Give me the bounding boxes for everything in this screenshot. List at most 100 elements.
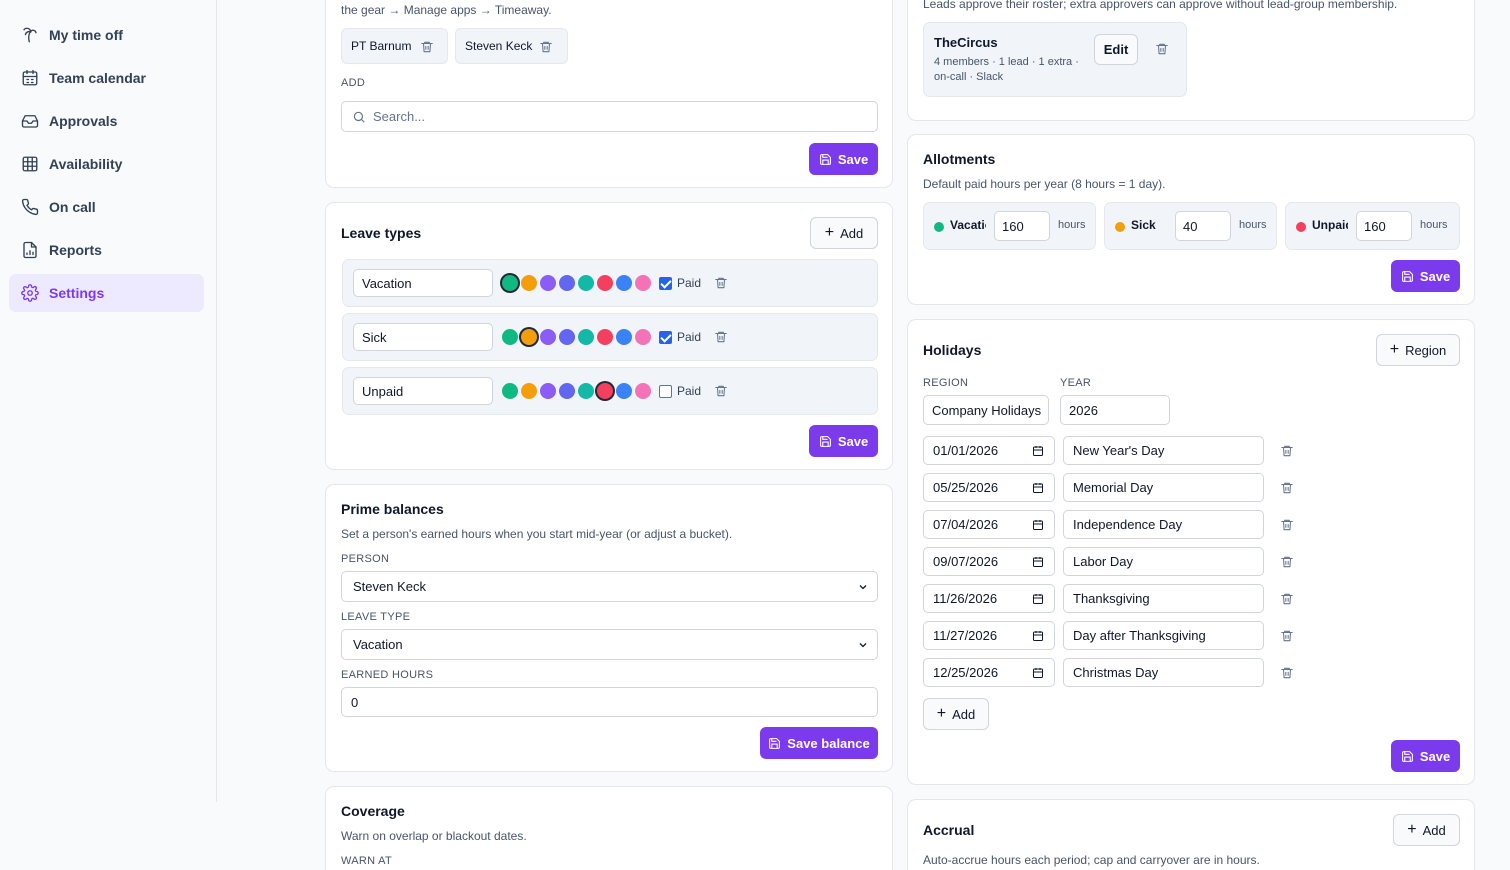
holiday-date-input[interactable]: 05/25/2026	[923, 473, 1055, 502]
trash-icon[interactable]	[1280, 629, 1294, 643]
leave-type-name-input[interactable]: Vacation	[353, 269, 493, 297]
color-swatch[interactable]	[540, 383, 556, 399]
groups-card: Leads approve their roster; extra approv…	[907, 0, 1475, 121]
search-placeholder: Search...	[373, 109, 426, 124]
color-swatch[interactable]	[616, 383, 632, 399]
color-swatch[interactable]	[521, 275, 537, 291]
color-swatch[interactable]	[502, 275, 518, 291]
leave-type-name: Unpaid	[362, 383, 404, 399]
admin-search-input[interactable]: Search...	[341, 101, 878, 132]
trash-icon[interactable]	[420, 40, 434, 54]
holiday-name-input[interactable]: New Year's Day	[1063, 436, 1264, 465]
holiday-name-input[interactable]: Christmas Day	[1063, 658, 1264, 687]
color-swatch[interactable]	[502, 383, 518, 399]
trash-icon[interactable]	[1280, 555, 1294, 569]
leave-type-name-input[interactable]: Unpaid	[353, 377, 493, 405]
color-swatch[interactable]	[521, 329, 537, 345]
calendar-icon[interactable]	[1032, 445, 1044, 457]
trash-icon[interactable]	[1280, 444, 1294, 458]
calendar-icon[interactable]	[1032, 630, 1044, 642]
trash-icon[interactable]	[1280, 666, 1294, 680]
color-swatch[interactable]	[578, 275, 594, 291]
paid-checkbox[interactable]	[659, 385, 672, 398]
holiday-name: Labor Day	[1073, 554, 1133, 569]
color-swatch[interactable]	[502, 329, 518, 345]
nav-availability[interactable]: Availability	[9, 145, 204, 183]
holiday-name-input[interactable]: Day after Thanksgiving	[1063, 621, 1264, 650]
nav-settings[interactable]: Settings	[9, 274, 204, 312]
allotment-hours-input[interactable]: 40	[1175, 211, 1231, 241]
add-holiday-button[interactable]: + Add	[923, 698, 989, 730]
color-swatch[interactable]	[540, 275, 556, 291]
calendar-icon[interactable]	[1032, 593, 1044, 605]
nav-approvals[interactable]: Approvals	[9, 102, 204, 140]
holiday-name-input[interactable]: Memorial Day	[1063, 473, 1264, 502]
color-swatch[interactable]	[597, 383, 613, 399]
nav-reports[interactable]: Reports	[9, 231, 204, 269]
trash-icon[interactable]	[539, 40, 553, 54]
region-input[interactable]: Company Holidays	[923, 395, 1049, 425]
calendar-icon[interactable]	[1032, 556, 1044, 568]
trash-icon[interactable]	[1280, 518, 1294, 532]
holiday-date-input[interactable]: 01/01/2026	[923, 436, 1055, 465]
person-select[interactable]: Steven Keck	[341, 571, 878, 602]
color-dot	[1115, 222, 1125, 232]
trash-icon[interactable]	[714, 384, 728, 398]
edit-group-button[interactable]: Edit	[1094, 34, 1138, 65]
holiday-date-input[interactable]: 12/25/2026	[923, 658, 1055, 687]
color-swatch[interactable]	[559, 275, 575, 291]
color-swatch[interactable]	[635, 383, 651, 399]
holiday-date-input[interactable]: 11/27/2026	[923, 621, 1055, 650]
holiday-name-input[interactable]: Thanksgiving	[1063, 584, 1264, 613]
save-label: Save	[1419, 748, 1451, 764]
color-swatch[interactable]	[521, 383, 537, 399]
year-input[interactable]: 2026	[1060, 395, 1170, 425]
leave-types-save-button[interactable]: Save	[809, 425, 878, 457]
trash-icon[interactable]	[714, 276, 728, 290]
palm-tree-icon	[21, 26, 39, 44]
paid-checkbox[interactable]	[659, 331, 672, 344]
nav-team-calendar[interactable]: Team calendar	[9, 59, 204, 97]
nav-my-time-off[interactable]: My time off	[9, 16, 204, 54]
color-swatch[interactable]	[616, 275, 632, 291]
leave-types-card: Leave types + Add Vacation Paid Sick Pai…	[325, 202, 893, 470]
color-swatch[interactable]	[635, 275, 651, 291]
holiday-name-input[interactable]: Independence Day	[1063, 510, 1264, 539]
color-swatch[interactable]	[597, 275, 613, 291]
admins-save-button[interactable]: Save	[809, 143, 878, 175]
color-swatch[interactable]	[635, 329, 651, 345]
paid-checkbox[interactable]	[659, 277, 672, 290]
trash-icon[interactable]	[1280, 592, 1294, 606]
holiday-name-input[interactable]: Labor Day	[1063, 547, 1264, 576]
calendar-icon[interactable]	[1032, 519, 1044, 531]
allotments-save-button[interactable]: Save	[1391, 260, 1460, 292]
leave-type-select[interactable]: Vacation	[341, 629, 878, 660]
holiday-date-input[interactable]: 07/04/2026	[923, 510, 1055, 539]
trash-icon[interactable]	[714, 330, 728, 344]
add-leave-type-button[interactable]: + Add	[810, 217, 878, 249]
trash-icon[interactable]	[1280, 481, 1294, 495]
allotment-hours-input[interactable]: 160	[1356, 211, 1412, 241]
calendar-icon[interactable]	[1032, 667, 1044, 679]
holiday-date-input[interactable]: 09/07/2026	[923, 547, 1055, 576]
earned-hours-input[interactable]: 0	[341, 687, 878, 717]
color-swatch[interactable]	[559, 329, 575, 345]
holiday-date-input[interactable]: 11/26/2026	[923, 584, 1055, 613]
color-swatch[interactable]	[578, 329, 594, 345]
color-swatch[interactable]	[597, 329, 613, 345]
color-swatch[interactable]	[616, 329, 632, 345]
allotment-hours-input[interactable]: 160	[994, 211, 1050, 241]
calendar-icon[interactable]	[1032, 482, 1044, 494]
trash-icon[interactable]	[1155, 42, 1169, 56]
color-swatch[interactable]	[559, 383, 575, 399]
color-swatch[interactable]	[540, 329, 556, 345]
nav-on-call[interactable]: On call	[9, 188, 204, 226]
holidays-save-button[interactable]: Save	[1391, 740, 1460, 772]
save-balance-button[interactable]: Save balance	[760, 727, 878, 759]
add-accrual-button[interactable]: + Add	[1393, 814, 1460, 846]
save-icon	[1401, 750, 1413, 762]
holiday-date: 11/26/2026	[933, 591, 998, 606]
color-swatch[interactable]	[578, 383, 594, 399]
add-region-button[interactable]: + Region	[1376, 334, 1460, 366]
leave-type-name-input[interactable]: Sick	[353, 323, 493, 351]
